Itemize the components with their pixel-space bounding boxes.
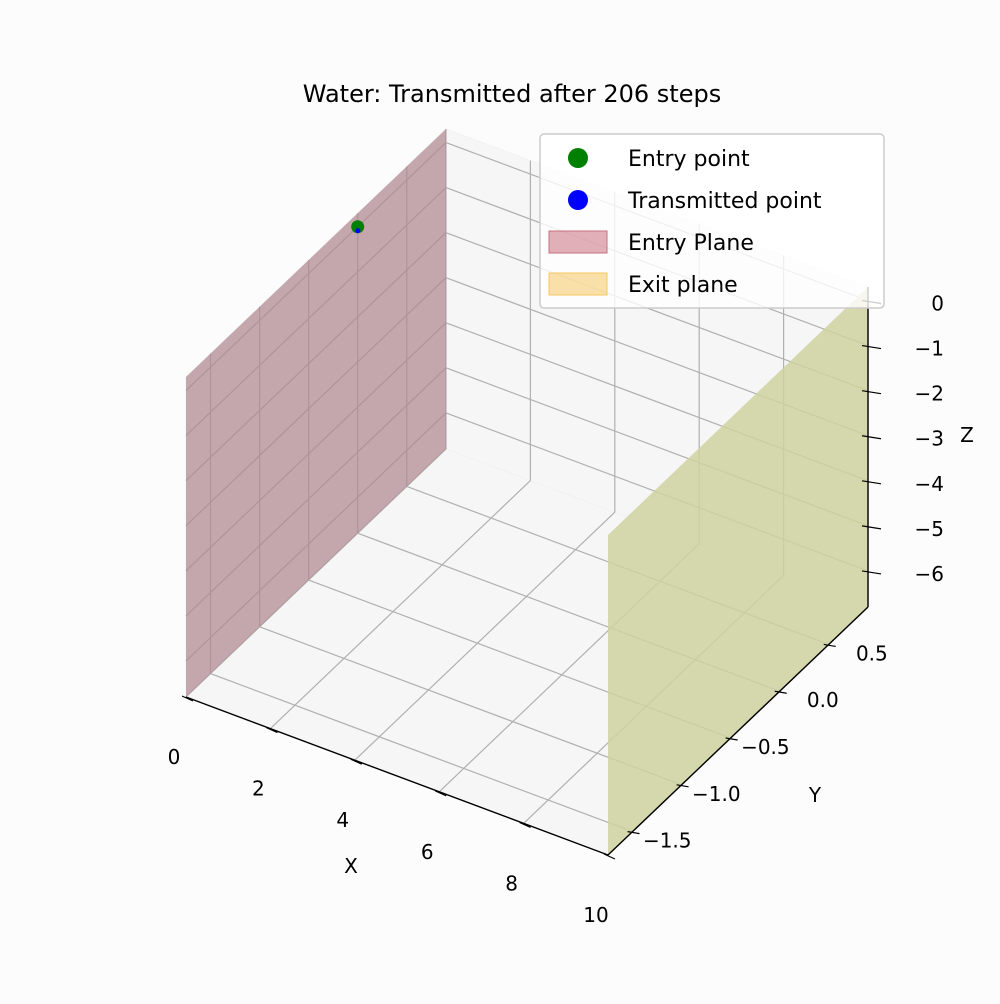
- x-tick-label: 6: [421, 840, 434, 864]
- x-axis-label: X: [344, 854, 358, 878]
- legend-label-exit-plane: Exit plane: [628, 273, 738, 298]
- z-tick: [861, 570, 882, 575]
- grid-line-y-floor: [210, 673, 633, 833]
- transmitted-point-marker: [355, 228, 361, 234]
- z-tick-label: −1: [915, 337, 944, 361]
- x-tick-label: 10: [583, 903, 608, 927]
- z-tick-label: −4: [915, 472, 944, 496]
- y-tick: [627, 831, 640, 835]
- legend-label-entry-point: Entry point: [628, 147, 750, 172]
- grid-line-x-floor: [354, 511, 616, 761]
- y-tick: [676, 784, 689, 788]
- z-tick: [861, 390, 882, 395]
- y-tick: [725, 737, 738, 741]
- x-tick-label: 0: [168, 745, 181, 769]
- legend-box: [539, 133, 885, 309]
- x-tick: [181, 695, 194, 702]
- z-tick-label: −2: [915, 382, 944, 406]
- y-axis-label: Y: [808, 783, 822, 807]
- y-tick-label: 0.0: [807, 688, 839, 712]
- legend-marker-transmitted-point: [568, 190, 588, 210]
- plane-entry-plane: [186, 129, 446, 697]
- x-tick: [519, 821, 531, 828]
- z-tick-label: −5: [915, 517, 944, 541]
- x-tick: [350, 758, 363, 765]
- y-tick-label: 0.5: [856, 641, 888, 665]
- legend-patch-entry-plane: [548, 230, 608, 254]
- axis-lines: [185, 287, 869, 856]
- y-tick: [774, 690, 787, 694]
- x-tick-label: 8: [505, 871, 518, 895]
- x-tick: [434, 790, 447, 797]
- legend-label-transmitted-point: Transmitted point: [627, 189, 822, 214]
- plane-surfaces: [186, 129, 868, 855]
- y-axis-line: [607, 606, 869, 856]
- legend: Entry point Transmitted point Entry Plane E…: [539, 133, 885, 309]
- data-points: [351, 220, 365, 234]
- y-tick-label: −1.5: [643, 829, 692, 853]
- x-tick-label: 2: [252, 777, 265, 801]
- z-tick-label: −3: [915, 427, 944, 451]
- x-tick-label: 4: [336, 808, 349, 832]
- y-tick: [823, 643, 836, 648]
- z-axis-label: Z: [960, 423, 974, 447]
- z-tick: [861, 435, 882, 440]
- chart-title: Water: Transmitted after 206 steps: [303, 80, 721, 108]
- z-tick: [861, 525, 882, 530]
- legend-patch-exit-plane: [548, 272, 608, 296]
- plane-exit-plane: [608, 287, 868, 855]
- entry-point-marker: [351, 220, 365, 234]
- z-tick-label: −6: [915, 562, 944, 586]
- z-tick-label: 0: [931, 292, 944, 316]
- y-tick-label: −0.5: [741, 735, 790, 759]
- legend-label-entry-plane: Entry Plane: [628, 231, 754, 256]
- x-axis-line: [185, 696, 609, 856]
- y-tick-label: −1.0: [692, 782, 741, 806]
- grid-line-x-floor: [269, 480, 531, 730]
- z-tick: [861, 480, 882, 485]
- legend-marker-entry-point: [568, 148, 588, 168]
- x-tick: [603, 853, 616, 860]
- x-tick: [266, 727, 278, 734]
- z-tick: [861, 344, 882, 350]
- tick-marks: 0 2 4 6 8 10 −1.5−1.0−0.5 0.0 0.5 −6 −5 −4 −3 −2 −1 0: [168, 292, 944, 927]
